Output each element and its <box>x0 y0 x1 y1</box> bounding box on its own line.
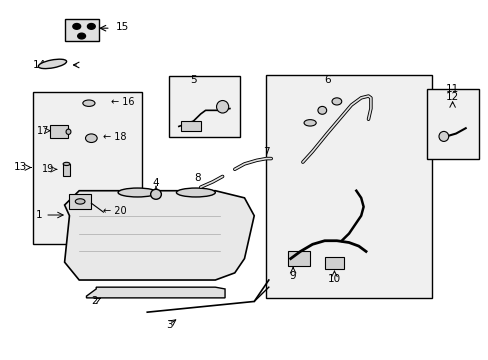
Polygon shape <box>86 287 224 298</box>
Text: 19: 19 <box>41 164 54 174</box>
Ellipse shape <box>216 100 228 113</box>
Ellipse shape <box>317 107 326 114</box>
Circle shape <box>73 23 81 29</box>
Text: 8: 8 <box>194 173 201 183</box>
Bar <box>287 251 309 266</box>
Bar <box>50 125 68 138</box>
Text: 5: 5 <box>190 75 196 85</box>
Circle shape <box>87 23 95 29</box>
Text: 2: 2 <box>91 296 98 306</box>
Text: 11: 11 <box>445 84 458 94</box>
Polygon shape <box>64 191 254 280</box>
Bar <box>63 164 70 176</box>
Bar <box>324 257 344 269</box>
Text: 15: 15 <box>116 22 129 32</box>
Bar <box>426 89 478 158</box>
Circle shape <box>78 33 85 39</box>
Ellipse shape <box>304 120 316 126</box>
Ellipse shape <box>150 189 161 199</box>
Bar <box>69 194 91 208</box>
Text: 14: 14 <box>33 60 46 69</box>
Ellipse shape <box>38 59 66 69</box>
Ellipse shape <box>118 188 157 197</box>
Text: 9: 9 <box>288 271 295 281</box>
Ellipse shape <box>63 162 70 166</box>
Text: ← 18: ← 18 <box>103 132 127 142</box>
Text: 17: 17 <box>37 126 49 136</box>
Text: ← 16: ← 16 <box>111 98 134 108</box>
Bar <box>169 76 239 137</box>
Ellipse shape <box>176 188 215 197</box>
Bar <box>181 121 201 131</box>
Bar <box>266 75 431 298</box>
Text: 4: 4 <box>152 178 159 188</box>
Text: 10: 10 <box>327 274 340 284</box>
Circle shape <box>85 134 97 143</box>
Text: 12: 12 <box>445 92 458 102</box>
Ellipse shape <box>66 129 71 134</box>
Ellipse shape <box>438 131 448 141</box>
Text: ← 20: ← 20 <box>103 206 127 216</box>
Ellipse shape <box>82 100 95 107</box>
Bar <box>64 19 99 41</box>
Text: 7: 7 <box>263 147 269 157</box>
Ellipse shape <box>75 199 85 204</box>
Text: 3: 3 <box>165 320 172 330</box>
Text: 1: 1 <box>36 210 42 220</box>
Text: 6: 6 <box>323 75 330 85</box>
Text: 13: 13 <box>13 162 27 172</box>
Bar <box>33 93 142 244</box>
Ellipse shape <box>331 98 341 105</box>
